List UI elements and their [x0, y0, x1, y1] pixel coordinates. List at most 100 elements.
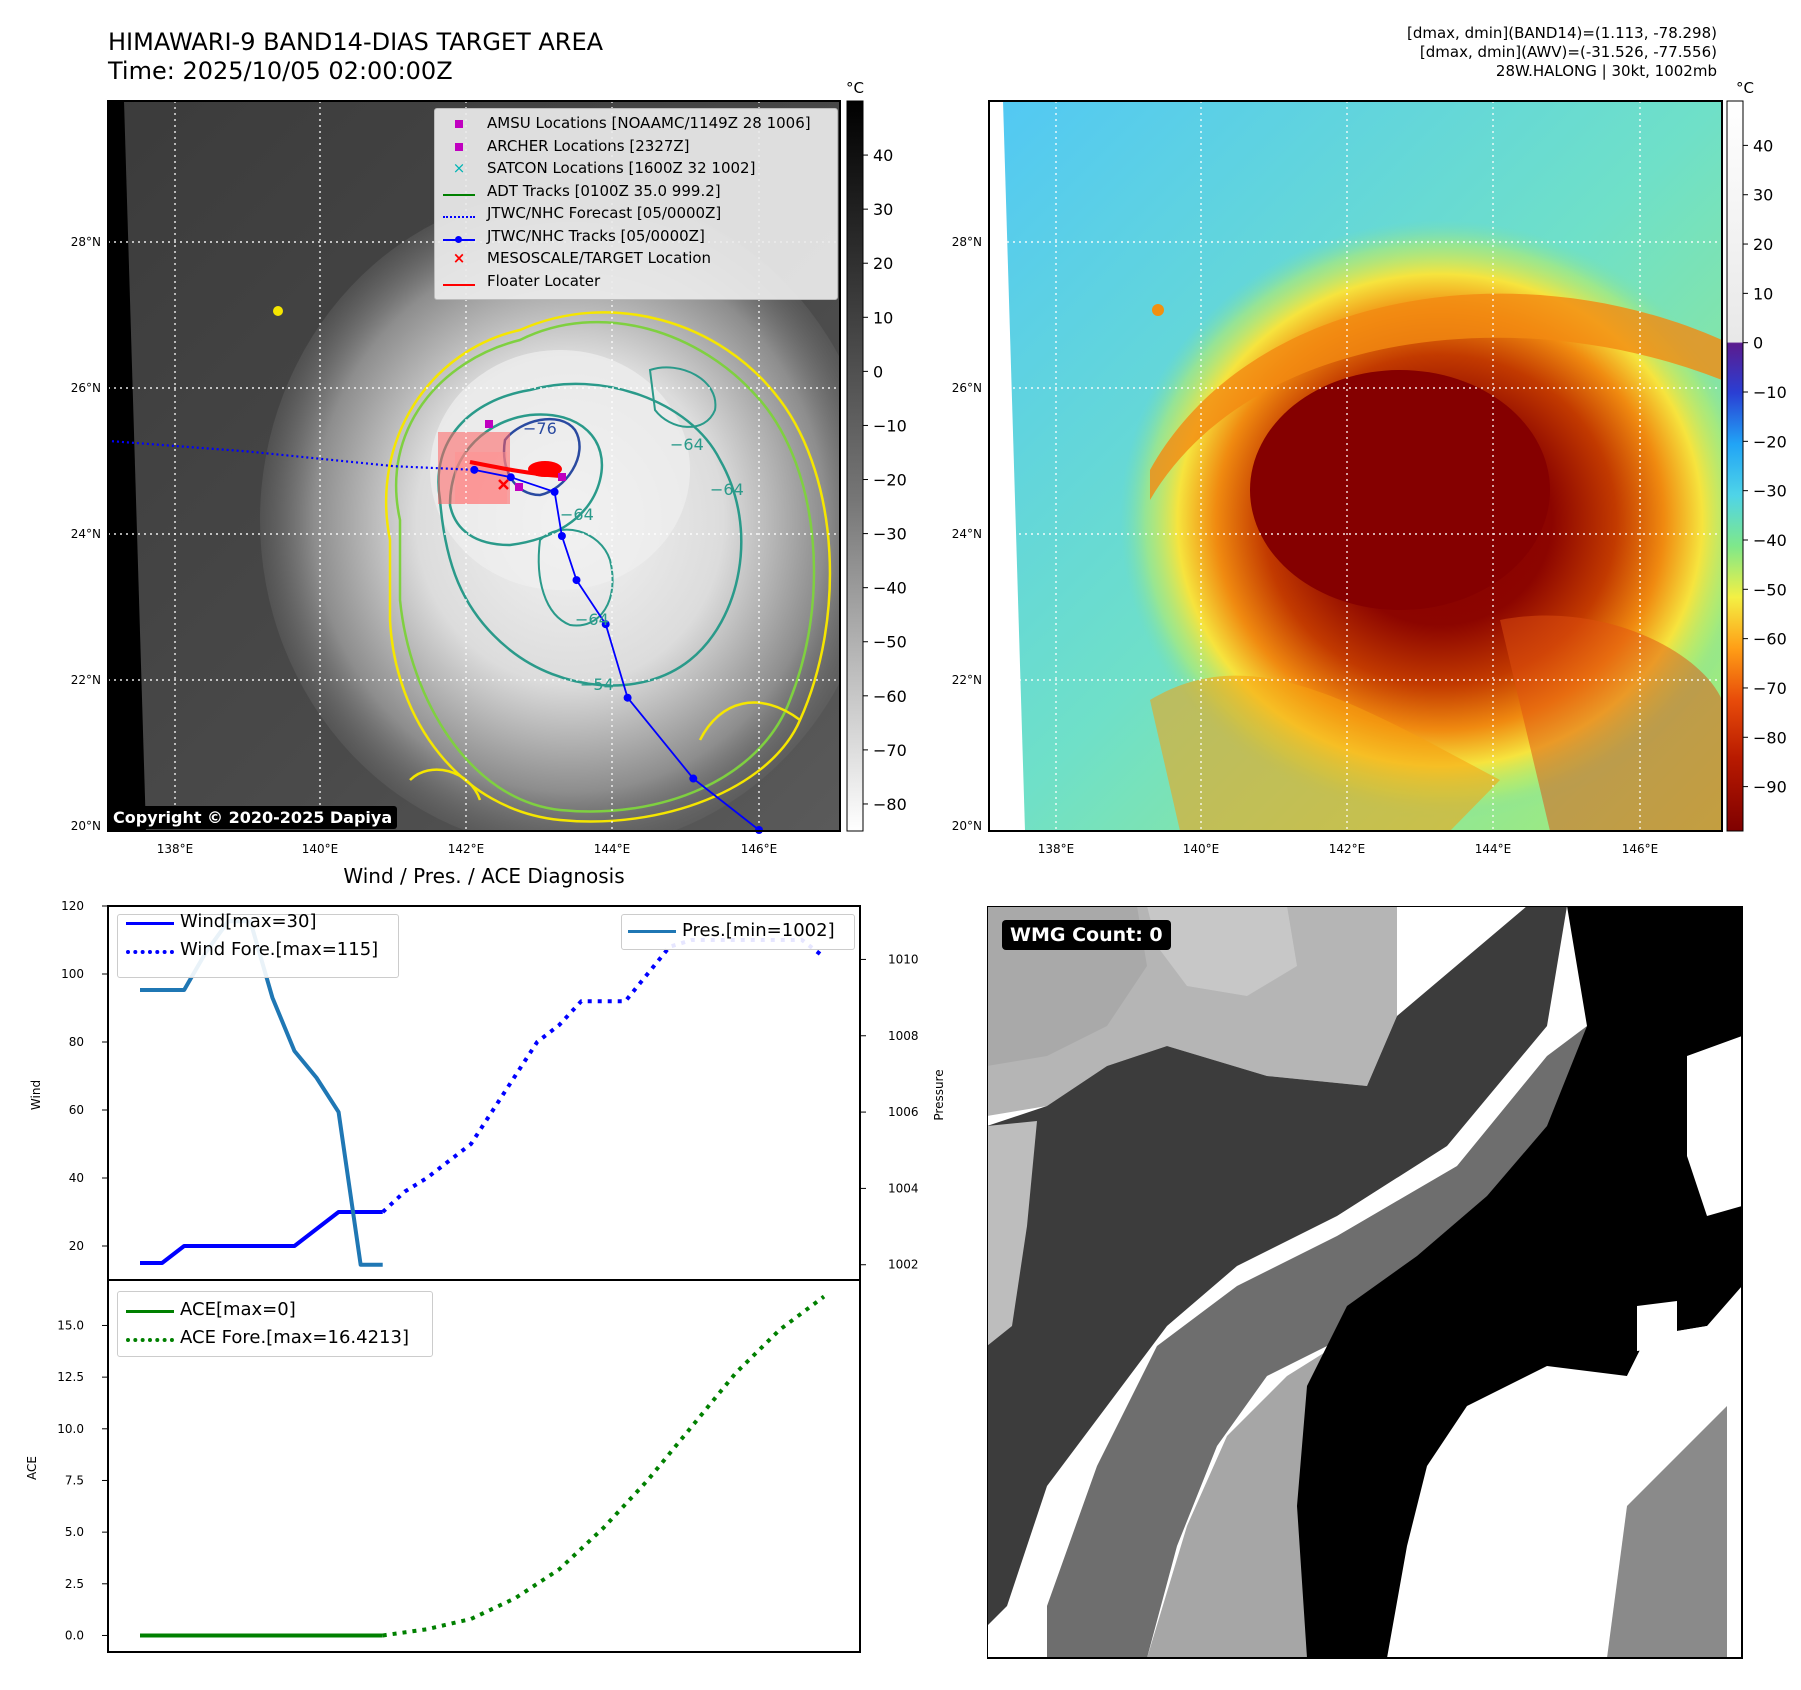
awv-colorbar: [1726, 100, 1744, 832]
lon-label: 140°E: [302, 842, 339, 856]
ace-y-tick-label: 10.0: [57, 1422, 84, 1436]
colorbar-tick-label: 30: [873, 200, 893, 219]
colorbar-tick-label: −50: [1753, 580, 1787, 599]
track-point: [601, 620, 610, 629]
y-tick-label: 100: [61, 967, 84, 981]
track-point: [470, 465, 479, 474]
legend-wind-forecast: Wind Fore.[max=115]: [180, 939, 379, 960]
colorbar-tick-label: −30: [873, 525, 907, 544]
archer-marker: [485, 420, 493, 428]
ace-y-tick-label: 15.0: [57, 1318, 84, 1332]
y2-tick-label: 1010: [888, 952, 919, 966]
legend-row: ARCHER Locations [2327Z]: [441, 135, 837, 158]
y-tick-label: 20: [69, 1239, 84, 1253]
ace-series-line-1: [382, 1294, 826, 1638]
y-tick-label: 60: [69, 1103, 84, 1117]
legend-swatch: ×: [452, 249, 466, 268]
ace-legend: ACE[max=0] ACE Fore.[max=16.4213]: [117, 1291, 433, 1357]
ir-lon-labels: 138°E 140°E 142°E 144°E 146°E: [157, 842, 778, 856]
lat-label: 24°N: [71, 527, 101, 541]
lat-label: 22°N: [71, 673, 101, 687]
ir-map-frame: [107, 100, 841, 832]
ir-colorbar-unit: °C: [846, 79, 864, 97]
colorbar-tick-label: −70: [1753, 679, 1787, 698]
legend-label: SATCON Locations [1600Z 32 1002]: [487, 159, 756, 178]
legend-row: JTWC/NHC Forecast [05/0000Z]: [441, 202, 837, 225]
ir-colorbar: [846, 100, 864, 832]
colorbar-tick-label: −10: [873, 416, 907, 435]
track-point: [623, 693, 632, 702]
ace-y-tick-label: 2.5: [65, 1577, 84, 1591]
legend-row: × MESOSCALE/TARGET Location: [441, 247, 837, 270]
track-point: [689, 774, 698, 783]
legend-swatch: [441, 204, 477, 222]
legend-swatch-ace: [126, 1310, 174, 1313]
lon-label: 142°E: [1329, 842, 1366, 856]
legend-label: ARCHER Locations [2327Z]: [487, 136, 690, 155]
y2-tick-label: 1004: [888, 1181, 919, 1195]
colorbar-tick-label: −40: [873, 579, 907, 598]
lon-label: 140°E: [1183, 842, 1220, 856]
colorbar-tick-label: 10: [1753, 284, 1773, 303]
ace-y-tick-label: 12.5: [57, 1370, 84, 1384]
stats-band14: [dmax, dmin](BAND14)=(1.113, -78.298): [1406, 24, 1717, 42]
series-line-0: [140, 1210, 383, 1265]
legend-row: ADT Tracks [0100Z 35.0 999.2]: [441, 180, 837, 203]
colorbar-tick-label: 10: [873, 308, 893, 327]
lon-label: 138°E: [157, 842, 194, 856]
colorbar-tick-label: 40: [1753, 136, 1773, 155]
legend-label: Floater Locater: [487, 271, 601, 290]
legend-row: Floater Locater: [441, 270, 837, 293]
legend-swatch: [441, 227, 477, 245]
lat-label: 24°N: [952, 527, 982, 541]
track-point: [572, 576, 581, 585]
legend-swatch-wind: [126, 922, 174, 925]
colorbar-tick-label: 0: [873, 362, 883, 381]
ace-y-tick-label: 0.0: [65, 1628, 84, 1642]
y2-tick-label: 1002: [888, 1258, 919, 1272]
diagnosis-title: Wind / Pres. / ACE Diagnosis: [343, 864, 625, 888]
pressure-axis-label: Pressure: [932, 1069, 946, 1120]
ir-lat-labels: 28°N 26°N 24°N 22°N 20°N: [71, 235, 101, 833]
colorbar-tick-label: 30: [1753, 186, 1773, 205]
legend-swatch: [441, 182, 477, 200]
legend-swatch-pressure: [628, 930, 676, 933]
contour-label: −64: [560, 505, 594, 524]
floater-locater-blob: [528, 461, 562, 477]
colorbar-tick-label: −70: [873, 741, 907, 760]
legend-ace-forecast: ACE Fore.[max=16.4213]: [180, 1327, 409, 1348]
copyright-badge: Copyright © 2020-2025 Dapiya: [108, 806, 398, 829]
lon-label: 146°E: [741, 842, 778, 856]
colorbar-tick-label: −80: [873, 795, 907, 814]
legend-swatch: [441, 114, 477, 132]
lat-label: 20°N: [71, 819, 101, 833]
colorbar-tick-label: 0: [1753, 334, 1763, 353]
legend-swatch: [441, 137, 477, 155]
legend-row: × SATCON Locations [1600Z 32 1002]: [441, 157, 837, 180]
contour-label: −64: [575, 610, 609, 629]
colorbar-tick-label: −40: [1753, 531, 1787, 550]
contour-label: −54: [580, 675, 614, 694]
colorbar-tick-label: 40: [873, 146, 893, 165]
ace-y-tick-label: 5.0: [65, 1525, 84, 1539]
lon-label: 142°E: [448, 842, 485, 856]
legend-swatch-ace-forecast: [126, 1338, 174, 1342]
colorbar-tick-label: −90: [1753, 778, 1787, 797]
y2-tick-label: 1008: [888, 1029, 919, 1043]
lat-label: 28°N: [71, 235, 101, 249]
lat-label: 26°N: [952, 381, 982, 395]
colorbar-tick-label: −10: [1753, 383, 1787, 402]
lon-label: 144°E: [1475, 842, 1512, 856]
colorbar-tick-label: −50: [873, 633, 907, 652]
colorbar-tick-label: −80: [1753, 728, 1787, 747]
legend-label: JTWC/NHC Tracks [05/0000Z]: [487, 226, 705, 245]
wind-axis-label: Wind: [29, 1080, 43, 1110]
ir-legend: AMSU Locations [NOAAMC/1149Z 28 1006] ARC…: [434, 108, 838, 300]
awv-lon-labels: 138°E 140°E 142°E 144°E 146°E: [1038, 842, 1659, 856]
colorbar-tick-label: 20: [873, 254, 893, 273]
track-point: [557, 532, 566, 540]
amsu-marker-2: [558, 473, 566, 481]
y2-tick-label: 1006: [888, 1105, 919, 1119]
colorbar-tick-label: 20: [1753, 235, 1773, 254]
